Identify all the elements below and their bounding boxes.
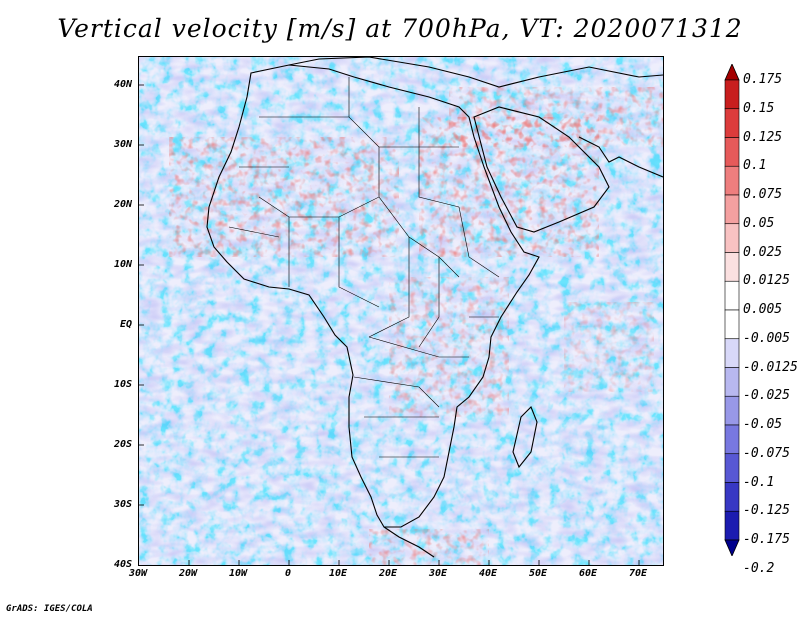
lat-label-eq: EQ [119,319,132,330]
colorbar-segment [724,482,740,512]
colorbar-segment [724,453,740,483]
colorbar-label: 0.05 [743,215,775,231]
lat-label-40s: 40S [113,559,132,570]
colorbar-segment [724,309,740,340]
colorbar-label: -0.005 [743,330,790,346]
lon-label-40e: 40E [478,568,498,579]
colorbar-label: 0.005 [743,302,783,317]
lon-label-20w: 20W [178,568,198,579]
colorbar-segment [724,367,740,397]
lat-label-40n: 40N [113,79,132,90]
velocity-field-map [139,57,663,565]
south-africa-tip [383,526,435,558]
madagascar [512,406,538,469]
lon-label-10e: 10E [328,568,348,579]
colorbar-segment [724,510,740,541]
lat-label-10n: 10N [113,259,132,270]
colorbar-label: 0.1 [743,158,767,174]
colorbar-label: -0.075 [743,445,790,461]
arabian-peninsula [473,106,610,233]
colorbar-label: -0.025 [743,388,790,404]
lon-label-20e: 20E [378,568,398,579]
lon-label-0: 0 [284,568,292,579]
tick-marks [139,84,640,565]
map-plot-area [138,56,664,566]
lat-label-20n: 20N [113,199,132,210]
africa-coastline [206,64,540,528]
colorbar-label: 0.0125 [743,273,790,289]
credit-text: GrADS: IGES/COLA [6,604,93,614]
colorbar-segment [724,252,740,282]
lon-label-30e: 30E [428,568,448,579]
colorbar-label: -0.0125 [743,359,798,375]
colorbar-segment [724,137,740,167]
colorbar-label: -0.125 [743,503,790,519]
mediterranean-coast [288,57,663,88]
colorbar-label: 0.125 [743,129,783,145]
lat-label-30n: 30N [113,139,132,150]
lon-label-10w: 10W [228,568,248,579]
persian-gulf [578,136,663,178]
colorbar-label: 0.175 [743,72,783,87]
colorbar-label: -0.175 [743,532,790,547]
colorbar-segment [724,424,740,455]
lat-label-20s: 20S [113,439,132,450]
lon-label-60e: 60E [578,568,598,579]
colorbar-segment [724,79,740,110]
country-borders [228,77,500,458]
colorbar-label: -0.05 [743,417,783,432]
plot-title: Vertical velocity [m/s] at 700hPa, VT: 2… [57,14,743,43]
lon-label-30w: 30W [128,568,148,579]
colorbar-segment [724,194,740,225]
colorbar-label: 0.025 [743,244,783,260]
colorbar-min-arrow [724,539,740,556]
colorbar-segment [724,395,740,426]
colorbar-label: -0.2 [743,560,775,576]
colorbar-segment [724,338,740,368]
colorbar-label: 0.075 [743,187,783,202]
colorbar-label: 0.15 [743,100,775,116]
lon-label-50e: 50E [528,568,548,579]
colorbar-max-arrow [724,64,740,81]
colorbar-segment [724,223,740,253]
colorbar-segment [724,280,740,311]
coastlines [206,57,663,558]
lat-label-30s: 30S [113,499,132,510]
colorbar [724,64,740,556]
lon-label-70e: 70E [628,568,648,579]
colorbar-segment [724,165,740,196]
colorbar-segment [724,108,740,138]
lat-label-10s: 10S [113,379,132,390]
colorbar-label: -0.1 [743,474,775,490]
